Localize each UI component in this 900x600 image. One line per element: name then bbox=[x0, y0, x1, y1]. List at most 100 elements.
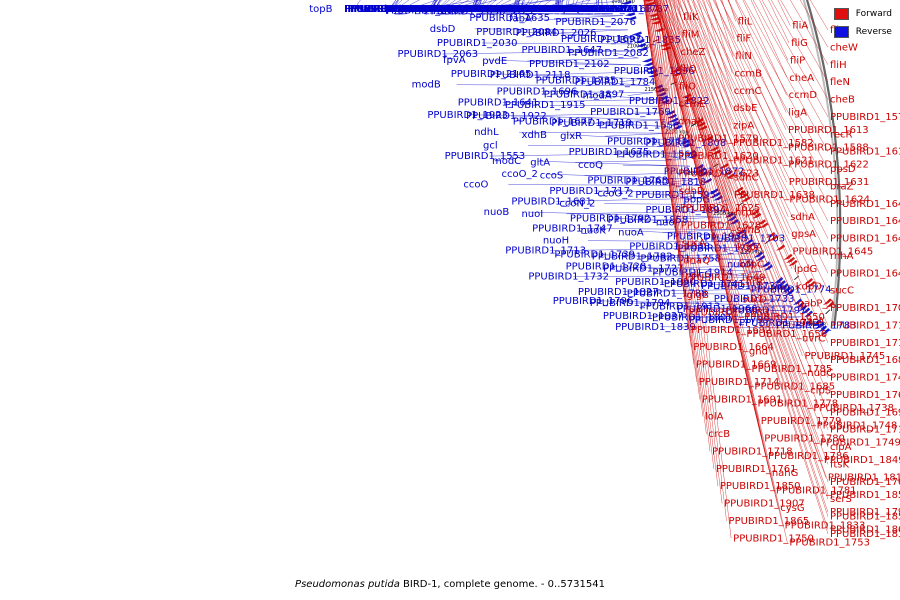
reverse-gene-label: PPUBIRD1_2012 bbox=[374, 4, 455, 15]
reverse-gene-label: glcG bbox=[690, 269, 712, 280]
forward-connector bbox=[660, 15, 775, 491]
forward-gene-label: fliP bbox=[790, 55, 805, 66]
reverse-gene-label: PPUBIRD1_1928 bbox=[386, 4, 467, 15]
legend-forward: Forward bbox=[833, 8, 892, 20]
reverse-connector bbox=[527, 57, 639, 62]
reverse-connector bbox=[588, 94, 656, 100]
reverse-gene-arrow bbox=[643, 61, 654, 66]
forward-gene-label: fliG bbox=[791, 38, 808, 49]
forward-gene-label: PPUBIRD1_1790 bbox=[830, 507, 900, 518]
reverse-gene-label: PPUBIRD1_2118 bbox=[490, 70, 571, 81]
reverse-gene-label: PPUBIRD1_1608 bbox=[510, 4, 591, 15]
reverse-gene-label: PPUBIRD1_1985 bbox=[470, 4, 551, 15]
reverse-gene-label: PPUBIRD1_1593 bbox=[472, 4, 553, 15]
reverse-connector bbox=[605, 38, 633, 45]
reverse-connector bbox=[556, 198, 710, 202]
reverse-gene-label: PPUBIRD1_1569 bbox=[616, 150, 697, 161]
reverse-gene-label: PPUBIRD1_1941 bbox=[544, 4, 625, 15]
forward-connector bbox=[656, 0, 829, 448]
reverse-gene-arrow bbox=[818, 325, 828, 333]
forward-gene-label: PPUBIRD1_1645 bbox=[793, 247, 874, 258]
reverse-gene-label: PPUBIRD1_1914 bbox=[652, 267, 733, 278]
reverse-gene-label: PPUBIRD1_1732 bbox=[528, 271, 609, 282]
forward-gene-label: PPUBIRD1_1765 bbox=[830, 477, 900, 488]
reverse-connector bbox=[805, 322, 821, 326]
reverse-connector bbox=[690, 209, 718, 212]
forward-connector bbox=[655, 0, 829, 465]
forward-swatch bbox=[833, 8, 849, 20]
reverse-connector bbox=[610, 266, 762, 272]
forward-gene-label: sucA bbox=[682, 238, 706, 249]
reverse-gene-label: gltA bbox=[530, 158, 550, 169]
forward-connector bbox=[659, 12, 719, 487]
forward-connector bbox=[672, 0, 829, 343]
reverse-gene-label: PPUBIRD1_1680 bbox=[408, 4, 489, 15]
forward-connector bbox=[666, 0, 678, 70]
forward-gene-label: PPUBIRD1_1868 bbox=[830, 525, 900, 536]
reverse-connector bbox=[542, 0, 565, 10]
reverse-connector bbox=[780, 289, 796, 295]
reverse-gene-arrow bbox=[644, 65, 656, 70]
forward-gene-label: PPUBIRD1_1691 bbox=[702, 394, 783, 405]
reverse-swatch bbox=[833, 26, 849, 38]
reverse-gene-label: PPUBIRD1_1703 bbox=[704, 234, 785, 245]
reverse-gene-label: PPUBIRD1_1772 bbox=[558, 4, 639, 15]
forward-gene-label: clpS bbox=[810, 386, 831, 397]
forward-connector bbox=[752, 0, 829, 135]
reverse-connector bbox=[577, 228, 731, 230]
reverse-connector bbox=[693, 171, 709, 173]
reverse-gene-arrow bbox=[637, 46, 648, 51]
forward-connector bbox=[657, 0, 829, 430]
forward-connector bbox=[669, 0, 735, 230]
tick-label: 2300 kbp bbox=[713, 211, 737, 217]
forward-gene-label: fliF bbox=[736, 34, 751, 45]
forward-gene-label: PPUBIRD1_1786 bbox=[768, 451, 849, 462]
reverse-gene-label: PPUBIRD1_2082 bbox=[568, 48, 649, 59]
reverse-gene-label: ccoO_2 bbox=[597, 188, 633, 199]
forward-connector bbox=[677, 0, 829, 326]
forward-gene-label: PPUBIRD1_1748 bbox=[817, 420, 898, 431]
reverse-gene-label: PPUBIRD1_1913 bbox=[640, 301, 721, 312]
reverse-connector bbox=[549, 104, 659, 107]
tick-label: 2050 kbp bbox=[611, 0, 635, 5]
reverse-gene-label: PPUBIRD1_1963 bbox=[405, 4, 486, 15]
reverse-connector bbox=[528, 145, 680, 147]
reverse-gene-label: PPUBIRD1_1818 bbox=[626, 177, 707, 188]
forward-gene-label: PPUBIRD1_1710 bbox=[830, 338, 900, 349]
reverse-gene-label: ccoS bbox=[540, 171, 563, 182]
forward-gene-arrow bbox=[825, 301, 835, 309]
forward-connector bbox=[744, 0, 829, 152]
forward-connector bbox=[720, 0, 829, 204]
reverse-connector bbox=[605, 132, 673, 137]
reverse-gene-arrow bbox=[698, 171, 708, 177]
reverse-gene-label: PPUBIRD1_1640 bbox=[475, 4, 556, 15]
forward-gene-label: fliM bbox=[682, 29, 700, 40]
forward-gene-label: PPUBIRD1_1650 bbox=[744, 312, 825, 323]
reverse-connector bbox=[553, 15, 623, 19]
reverse-gene-label: PPUBIRD1_1711 bbox=[607, 136, 688, 147]
forward-gene-label: PPUBIRD1_1833 bbox=[785, 520, 866, 531]
reverse-gene-label: PPUBIRD1_1740 bbox=[549, 4, 630, 15]
reverse-connector bbox=[469, 8, 621, 12]
reverse-gene-label: PPUBIRD1_1679 bbox=[498, 4, 579, 15]
reverse-gene-label: PPUBIRD1_1554 bbox=[552, 4, 633, 15]
reverse-gene-label: nuoJ bbox=[656, 217, 678, 228]
forward-connector bbox=[720, 0, 787, 148]
forward-connector bbox=[742, 0, 787, 96]
reverse-gene-label: PPUBIRD1_1736 bbox=[701, 281, 782, 292]
reverse-connector bbox=[594, 190, 706, 193]
reverse-gene-label: PPUBIRD1_1923 bbox=[427, 110, 508, 121]
reverse-gene-label: PPUBIRD1_1891 bbox=[486, 4, 567, 15]
reverse-gene-label: PPUBIRD1_1701 bbox=[471, 4, 552, 15]
forward-connector bbox=[707, 0, 787, 183]
reverse-gene-label: dsbG bbox=[434, 4, 460, 15]
forward-gene-label: PPUBIRD1_1631 bbox=[789, 177, 870, 188]
reverse-gene-label: PPUBIRD1_1996 bbox=[433, 4, 514, 15]
forward-gene-label: dnaQ bbox=[683, 255, 710, 266]
reverse-gene-label: pykF bbox=[386, 4, 410, 15]
reverse-gene-label: modA bbox=[583, 91, 612, 102]
reverse-gene-label: PPUBIRD1_1614 bbox=[570, 4, 651, 15]
reverse-gene-label: PPUBIRD1_1926 bbox=[454, 4, 535, 15]
reverse-gene-arrow bbox=[702, 177, 713, 184]
reverse-gene-arrow bbox=[795, 301, 805, 309]
